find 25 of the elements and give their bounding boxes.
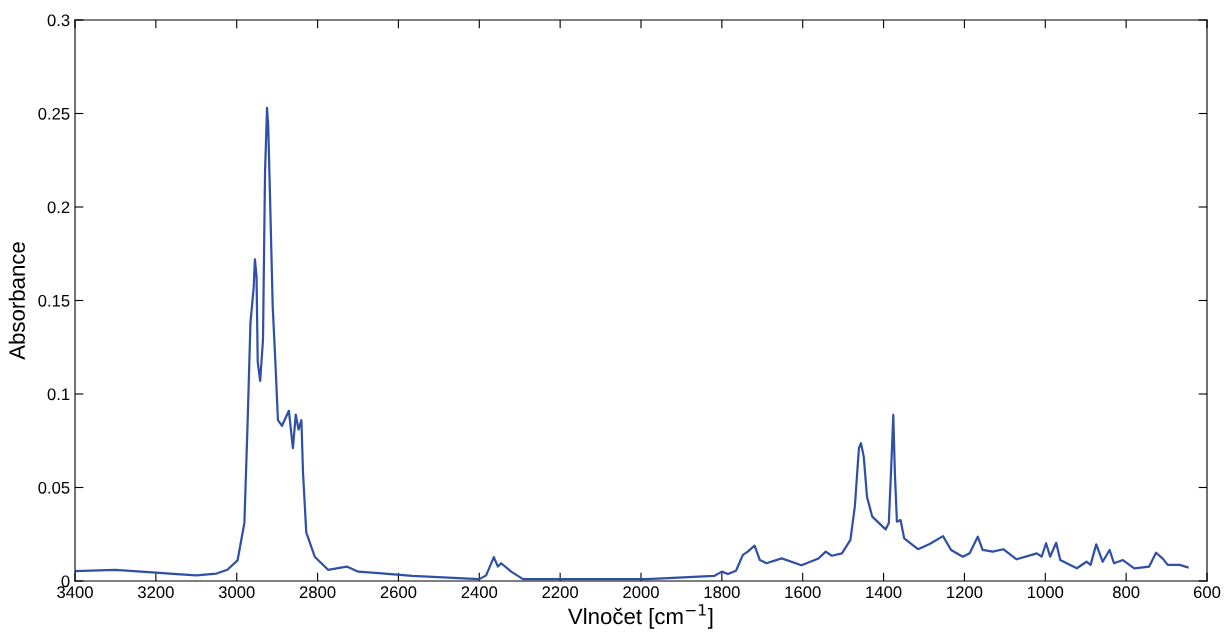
y-tick-label: 0 bbox=[61, 575, 70, 588]
x-tick-label: 800 bbox=[1112, 586, 1140, 599]
y-axis-title: Absorbance bbox=[8, 242, 25, 360]
x-tick-label: 2200 bbox=[542, 586, 579, 599]
y-tick-label: 0.05 bbox=[38, 481, 70, 494]
y-tick-label: 0.1 bbox=[47, 388, 70, 401]
x-tick-label: 1200 bbox=[947, 586, 983, 599]
x-tick-label: 1400 bbox=[866, 586, 902, 599]
x-tick-label: 1600 bbox=[785, 586, 821, 599]
x-tick-label: 2000 bbox=[623, 586, 659, 599]
y-tick-label: 0.2 bbox=[47, 201, 70, 214]
x-tick-label: 2600 bbox=[380, 586, 417, 599]
line-series bbox=[75, 106, 1189, 581]
x-tick-label: 3000 bbox=[218, 586, 255, 599]
y-tick-label: 0.3 bbox=[47, 14, 70, 27]
x-tick-label: 2400 bbox=[461, 586, 498, 599]
x-tick-label: 3400 bbox=[57, 586, 93, 599]
y-tick-label: 0.25 bbox=[38, 107, 70, 120]
x-axis-title: Vlnočet [cm$^{−1}$] bbox=[567, 604, 713, 629]
y-tick-label: 0.15 bbox=[38, 294, 70, 307]
x-tick-label: 3200 bbox=[137, 586, 174, 599]
x-tick-label: 600 bbox=[1193, 586, 1221, 599]
x-tick-label: 1000 bbox=[1028, 586, 1064, 599]
x-tick-label: 2800 bbox=[299, 586, 336, 599]
x-tick-label: 1800 bbox=[704, 586, 740, 599]
